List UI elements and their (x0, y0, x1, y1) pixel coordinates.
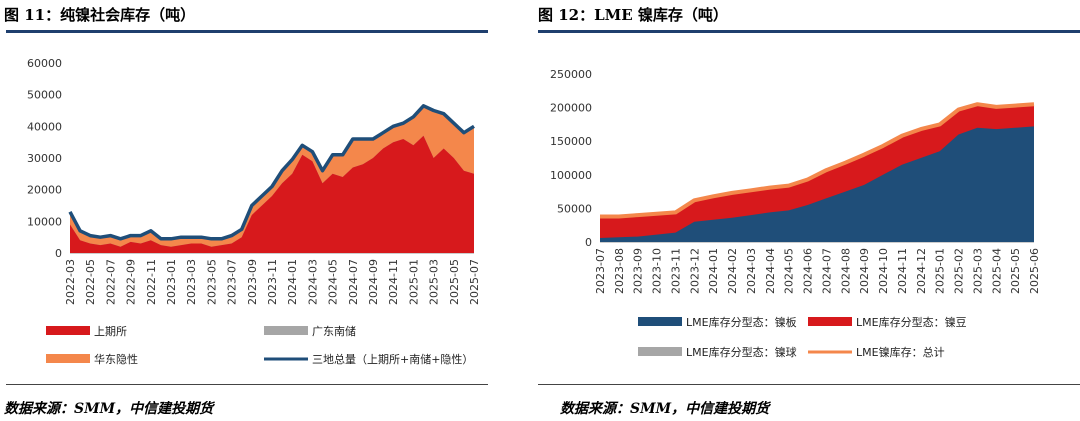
x-tick-label: 2023-09 (632, 248, 645, 294)
y-tick-label: 0 (585, 236, 592, 249)
legend-label: LME镍库存：总计 (856, 345, 945, 359)
legend-label: LME库存分型态：镍板 (686, 315, 797, 329)
x-tick-label: 2025-05 (448, 259, 461, 305)
x-tick-label: 2025-03 (971, 248, 984, 294)
left-chart: 0 10000 20000 30000 40000 50000 60000 2022-03 20… (27, 57, 481, 366)
x-tick-label: 2024-09 (858, 248, 871, 294)
legend-swatch (638, 317, 682, 326)
x-tick-label: 2024-01 (286, 259, 299, 305)
legend-label: 三地总量（上期所+南储+隐性） (312, 352, 473, 366)
legend-label: 广东南储 (312, 324, 356, 338)
y-tick-label: 0 (55, 247, 62, 260)
y-tick-label: 50000 (557, 202, 592, 215)
legend-label: 华东隐性 (94, 352, 138, 366)
y-tick-label: 100000 (550, 169, 592, 182)
y-tick-label: 40000 (27, 120, 62, 133)
area-LME库存分型态：镍板 (600, 126, 1034, 242)
y-tick-label: 150000 (550, 135, 592, 148)
legend-swatch (46, 354, 90, 363)
x-tick-label: 2024-07 (347, 259, 360, 305)
y-tick-label: 50000 (27, 89, 62, 102)
x-tick-label: 2025-01 (407, 259, 420, 305)
x-tick-label: 2023-12 (688, 248, 701, 294)
right-bottom-rule (538, 384, 1080, 385)
y-tick-label: 30000 (27, 152, 62, 165)
x-tick-label: 2022-07 (104, 259, 117, 305)
right-title-rule (538, 30, 1080, 33)
legend-swatch (46, 326, 90, 335)
x-tick-label: 2023-03 (185, 259, 198, 305)
x-tick-label: 2022-11 (145, 259, 158, 305)
x-tick-label: 2024-11 (387, 259, 400, 305)
legend-label: 上期所 (94, 325, 127, 338)
x-tick-label: 2024-11 (896, 248, 909, 294)
x-tick-label: 2023-08 (613, 248, 626, 294)
y-tick-label: 250000 (550, 68, 592, 81)
x-tick-label: 2024-12 (915, 248, 928, 294)
y-tick-label: 200000 (550, 102, 592, 115)
x-tick-label: 2024-05 (783, 248, 796, 294)
line-LME镍库存：总计 (600, 102, 1035, 219)
legend-swatch (264, 326, 308, 335)
legend-label: LME库存分型态：镍豆 (856, 315, 967, 329)
x-tick-label: 2025-04 (990, 248, 1003, 294)
x-tick-label: 2023-11 (669, 248, 682, 294)
x-tick-label: 2024-08 (839, 248, 852, 294)
x-tick-label: 2022-03 (64, 259, 77, 305)
x-tick-label: 2024-06 (802, 248, 815, 294)
x-tick-label: 2024-04 (764, 248, 777, 294)
left-title-rule (6, 30, 488, 33)
x-tick-label: 2022-09 (125, 259, 138, 305)
x-tick-label: 2023-07 (226, 259, 239, 305)
x-tick-label: 2025-02 (953, 248, 966, 294)
x-tick-label: 2023-05 (205, 259, 218, 305)
y-tick-label: 20000 (27, 184, 62, 197)
legend-swatch (638, 347, 682, 356)
x-tick-label: 2024-05 (327, 259, 340, 305)
y-tick-label: 10000 (27, 215, 62, 228)
right-source-note: 数据来源：SMM，中信建投期货 (560, 401, 770, 417)
x-tick-label: 2024-01 (707, 248, 720, 294)
x-tick-label: 2023-07 (594, 248, 607, 294)
area-上期所 (70, 135, 474, 253)
legend-label: LME库存分型态：镍球 (686, 345, 797, 359)
x-tick-label: 2024-03 (745, 248, 758, 294)
x-tick-label: 2024-07 (820, 248, 833, 294)
right-figure-title: 图 12：LME 镍库存（吨） (538, 6, 728, 24)
left-figure-title: 图 11：纯镍社会库存（吨） (4, 6, 196, 24)
x-tick-label: 2025-01 (934, 248, 947, 294)
x-tick-label: 2025-03 (428, 259, 441, 305)
legend-swatch (808, 317, 852, 326)
x-tick-label: 2023-11 (266, 259, 279, 305)
x-tick-label: 2025-06 (1028, 248, 1041, 294)
x-tick-label: 2025-07 (468, 259, 481, 305)
x-tick-label: 2023-09 (246, 259, 259, 305)
x-tick-label: 2023-10 (651, 248, 664, 294)
y-tick-label: 60000 (27, 57, 62, 70)
x-tick-label: 2024-03 (306, 259, 319, 305)
x-tick-label: 2025-05 (1009, 248, 1022, 294)
x-tick-label: 2024-09 (367, 259, 380, 305)
x-tick-label: 2022-05 (84, 259, 97, 305)
left-source-note: 数据来源：SMM，中信建投期货 (4, 401, 214, 417)
left-bottom-rule (6, 384, 488, 385)
x-tick-label: 2023-01 (165, 259, 178, 305)
x-tick-label: 2024-02 (726, 248, 739, 294)
line-三地总量（上期所+南储+隐性） (68, 104, 475, 241)
x-tick-label: 2024-10 (877, 248, 890, 294)
